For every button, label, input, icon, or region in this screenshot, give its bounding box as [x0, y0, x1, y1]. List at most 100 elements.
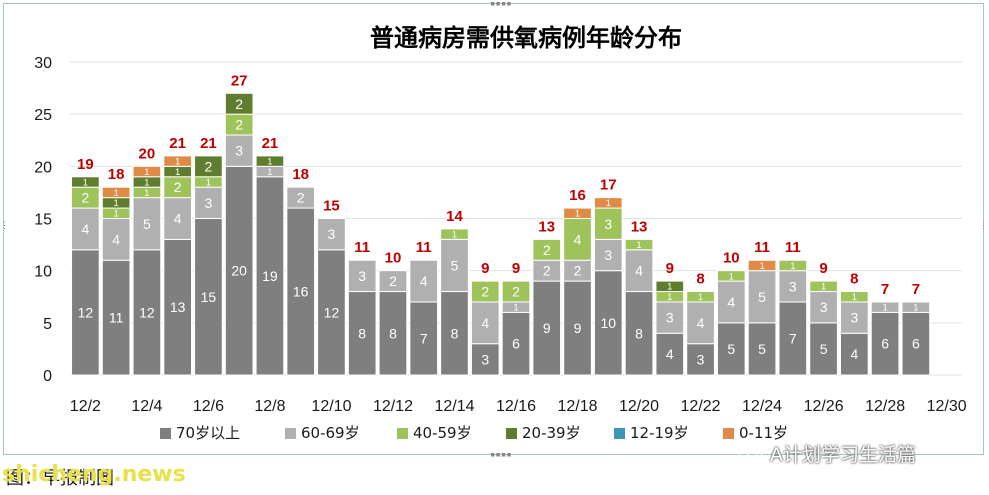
bar-segment [286, 207, 316, 376]
bar-segment-label: 5 [727, 341, 735, 357]
bar-segment-label: 1 [667, 281, 672, 292]
bar-segment [840, 291, 869, 303]
bar-segment-label: 1 [114, 187, 119, 198]
bar-total-label: 9 [512, 260, 520, 277]
bar-segment-label: 4 [727, 294, 735, 310]
bar-segment-label: 9 [574, 320, 582, 336]
bar-total-label: 21 [262, 135, 279, 152]
resize-handle-bottom[interactable]: ▪▪▪▪ [490, 450, 512, 460]
bar-total-label: 7 [881, 281, 889, 298]
x-tick-label: 12/30 [927, 398, 967, 415]
bar-total-label: 8 [850, 271, 858, 288]
bar-segment [163, 197, 192, 240]
bar-segment [870, 311, 900, 376]
legend-entry: 40-59岁 [413, 424, 472, 442]
brand-name: A计划学习生活篇 [770, 444, 916, 466]
bar-segment-label: 3 [235, 143, 243, 159]
bar-segment-label: 1 [729, 270, 734, 281]
bar-segment [655, 332, 685, 376]
bar-segment-label: 2 [543, 242, 551, 258]
legend-entry: 12-19岁 [630, 424, 689, 442]
bar-segment [255, 176, 285, 376]
bar-segment-label: 1 [513, 302, 518, 313]
bar-segment-label: 4 [635, 263, 643, 279]
x-tick-label: 12/2 [70, 398, 101, 415]
bar-segment-label: 1 [144, 176, 149, 187]
bar-segment [101, 218, 131, 261]
bar-segment [101, 259, 131, 376]
x-tick-label: 12/18 [557, 398, 597, 415]
bar-segment-label: 1 [606, 197, 611, 208]
bar-total-label: 11 [354, 239, 370, 256]
legend-entry: 70岁以上 [176, 424, 240, 442]
bar-segment-label: 1 [452, 229, 457, 240]
bar-segment-label: 12 [139, 304, 155, 320]
bar-segment-label: 5 [758, 289, 766, 305]
y-tick-label: 20 [34, 159, 52, 176]
y-tick-label: 30 [34, 55, 52, 72]
x-tick-label: 12/28 [865, 398, 905, 415]
bar-segment-label: 2 [574, 263, 582, 279]
bar-total-label: 18 [108, 166, 125, 183]
chart-frame [3, 3, 984, 455]
resize-handle-left[interactable]: ⋮ [0, 221, 9, 231]
bar-segment [747, 322, 777, 376]
legend-swatch [723, 428, 734, 439]
x-tick-label: 12/20 [619, 398, 659, 415]
bar-segment-label: 1 [114, 208, 119, 219]
bar-segment-label: 13 [170, 299, 186, 315]
bar-total-label: 9 [481, 260, 489, 277]
bar-total-label: 7 [912, 281, 920, 298]
bar-segment-label: 4 [666, 346, 674, 362]
bar-segment [501, 311, 531, 376]
bar-segment-label: 1 [206, 176, 211, 187]
bar-segment [132, 165, 162, 178]
resize-handle-right[interactable]: ⋮ [979, 221, 988, 231]
bar-total-label: 13 [631, 218, 648, 235]
x-tick-label: 12/8 [254, 398, 285, 415]
x-tick-label: 12/6 [193, 398, 224, 415]
bar-segment-label: 7 [789, 331, 797, 347]
bar-segment-label: 1 [667, 291, 672, 302]
bar-segment-label: 6 [512, 336, 520, 352]
bar-segment-label: 20 [231, 263, 247, 279]
resize-handle-top[interactable]: ▪▪▪▪ [490, 0, 512, 9]
bar-segment [163, 238, 192, 376]
bar-total-label: 19 [77, 156, 94, 173]
bar-segment-label: 1 [83, 176, 88, 187]
bar-segment-label: 3 [205, 195, 213, 211]
bar-segment [194, 155, 223, 178]
bar-segment-label: 1 [267, 166, 272, 177]
bar-segment-label: 4 [174, 211, 182, 227]
x-tick-label: 12/22 [681, 398, 721, 415]
bar-segment-label: 2 [205, 158, 213, 174]
bar-segment [194, 218, 223, 376]
bar-segment [224, 134, 254, 167]
brand-badge: A计划学习生活篇 [738, 440, 916, 467]
bar-segment-label: 6 [912, 336, 920, 352]
bar-segment [901, 301, 931, 313]
bar-total-label: 21 [200, 135, 217, 152]
bar-segment-label: 19 [262, 268, 278, 284]
bar-segment-label: 2 [389, 273, 397, 289]
bar-segment-label: 1 [882, 302, 887, 313]
wechat-icon [738, 444, 764, 464]
bar-segment [501, 280, 531, 303]
bar-segment-label: 1 [175, 156, 180, 167]
bar-segment [71, 176, 100, 188]
bar-segment [778, 301, 808, 376]
bar-segment [470, 301, 500, 345]
y-tick-label: 15 [34, 212, 52, 229]
bar-segment-label: 4 [481, 315, 489, 331]
bar-segment [655, 301, 685, 334]
bar-segment-label: 8 [389, 325, 397, 341]
bar-segment-label: 1 [759, 260, 764, 271]
legend-entry: 0-11岁 [739, 424, 788, 442]
y-tick-label: 25 [34, 107, 52, 124]
x-tick-label: 12/24 [742, 398, 782, 415]
bar-segment [870, 301, 900, 313]
bar-total-label: 13 [538, 218, 555, 235]
bar-segment [347, 291, 377, 376]
bar-segment [593, 270, 623, 376]
bar-segment [224, 92, 254, 115]
